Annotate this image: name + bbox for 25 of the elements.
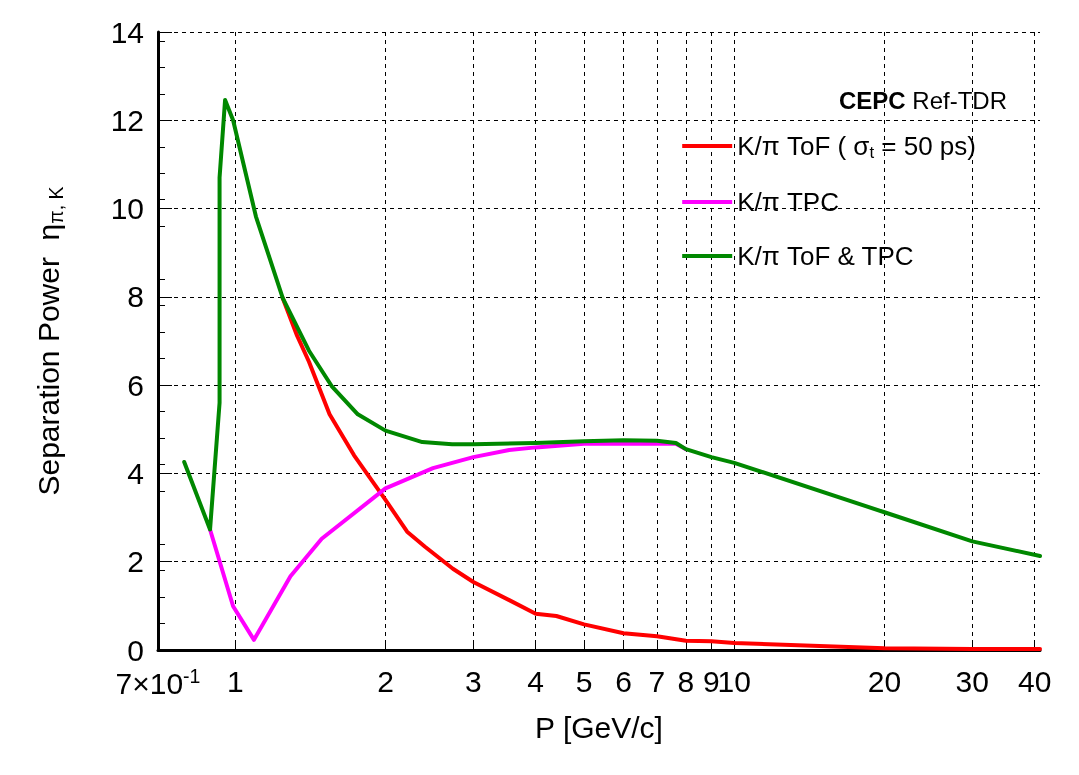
- y-tick-label: 0: [127, 633, 144, 667]
- x-tick-label: 5: [575, 664, 593, 698]
- x-tick-label: 9: [703, 664, 720, 698]
- x-tick-label: 8: [677, 664, 695, 698]
- x-tick-label: 6: [615, 664, 632, 698]
- x-tick-label: 1: [226, 664, 244, 698]
- x-tick-label: 30: [955, 664, 989, 698]
- x-tick-label: 40: [1017, 664, 1052, 698]
- x-tick-label: 7: [648, 664, 666, 698]
- x-axis-title: P [GeV/c]: [535, 710, 663, 744]
- legend-label: K/π TPC: [737, 187, 839, 217]
- annotation: CEPC Ref-TDR: [838, 86, 1008, 114]
- x-tick-label: 20: [867, 664, 902, 698]
- y-tick-label: 2: [127, 545, 144, 579]
- y-tick-label: 6: [127, 368, 144, 402]
- y-tick-label: 14: [110, 15, 144, 49]
- x-tick-label: 3: [465, 664, 482, 698]
- y-tick-label: 12: [110, 103, 144, 137]
- x-tick-label: 2: [377, 664, 394, 698]
- x-tick-label: 4: [527, 664, 545, 698]
- y-tick-label: 8: [127, 280, 144, 314]
- y-tick-label: 10: [110, 192, 144, 226]
- legend-label: K/π ToF & TPC: [737, 241, 914, 271]
- y-axis-title: Separation Power ηπ, K: [32, 186, 67, 496]
- y-tick-label: 4: [127, 456, 144, 490]
